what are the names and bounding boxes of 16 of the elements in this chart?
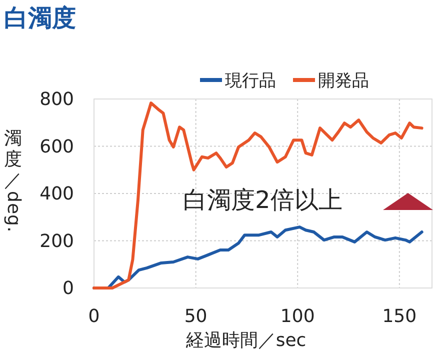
x-tick-label: 150 bbox=[382, 306, 417, 327]
line-series bbox=[92, 102, 424, 290]
y-tick-label: 400 bbox=[40, 184, 74, 204]
x-axis-title: 経過時間／sec bbox=[184, 330, 306, 351]
annotation: 白濁度2倍以上 bbox=[183, 186, 342, 214]
y-axis-title: 濁度／deg. bbox=[3, 128, 24, 232]
y-tick-label: 0 bbox=[62, 278, 74, 299]
x-tick-label: 0 bbox=[88, 306, 100, 327]
y-tick-label: 600 bbox=[40, 136, 74, 158]
legend-label: 現行品 bbox=[225, 71, 276, 91]
x-tick-label: 50 bbox=[184, 306, 208, 327]
chart-title: 白濁度 bbox=[4, 4, 76, 32]
y-tick-label: 800 bbox=[40, 89, 74, 110]
y-tick-label: 200 bbox=[40, 230, 74, 252]
legend-label: 開発品 bbox=[318, 71, 369, 91]
x-tick-label: 100 bbox=[280, 306, 315, 327]
